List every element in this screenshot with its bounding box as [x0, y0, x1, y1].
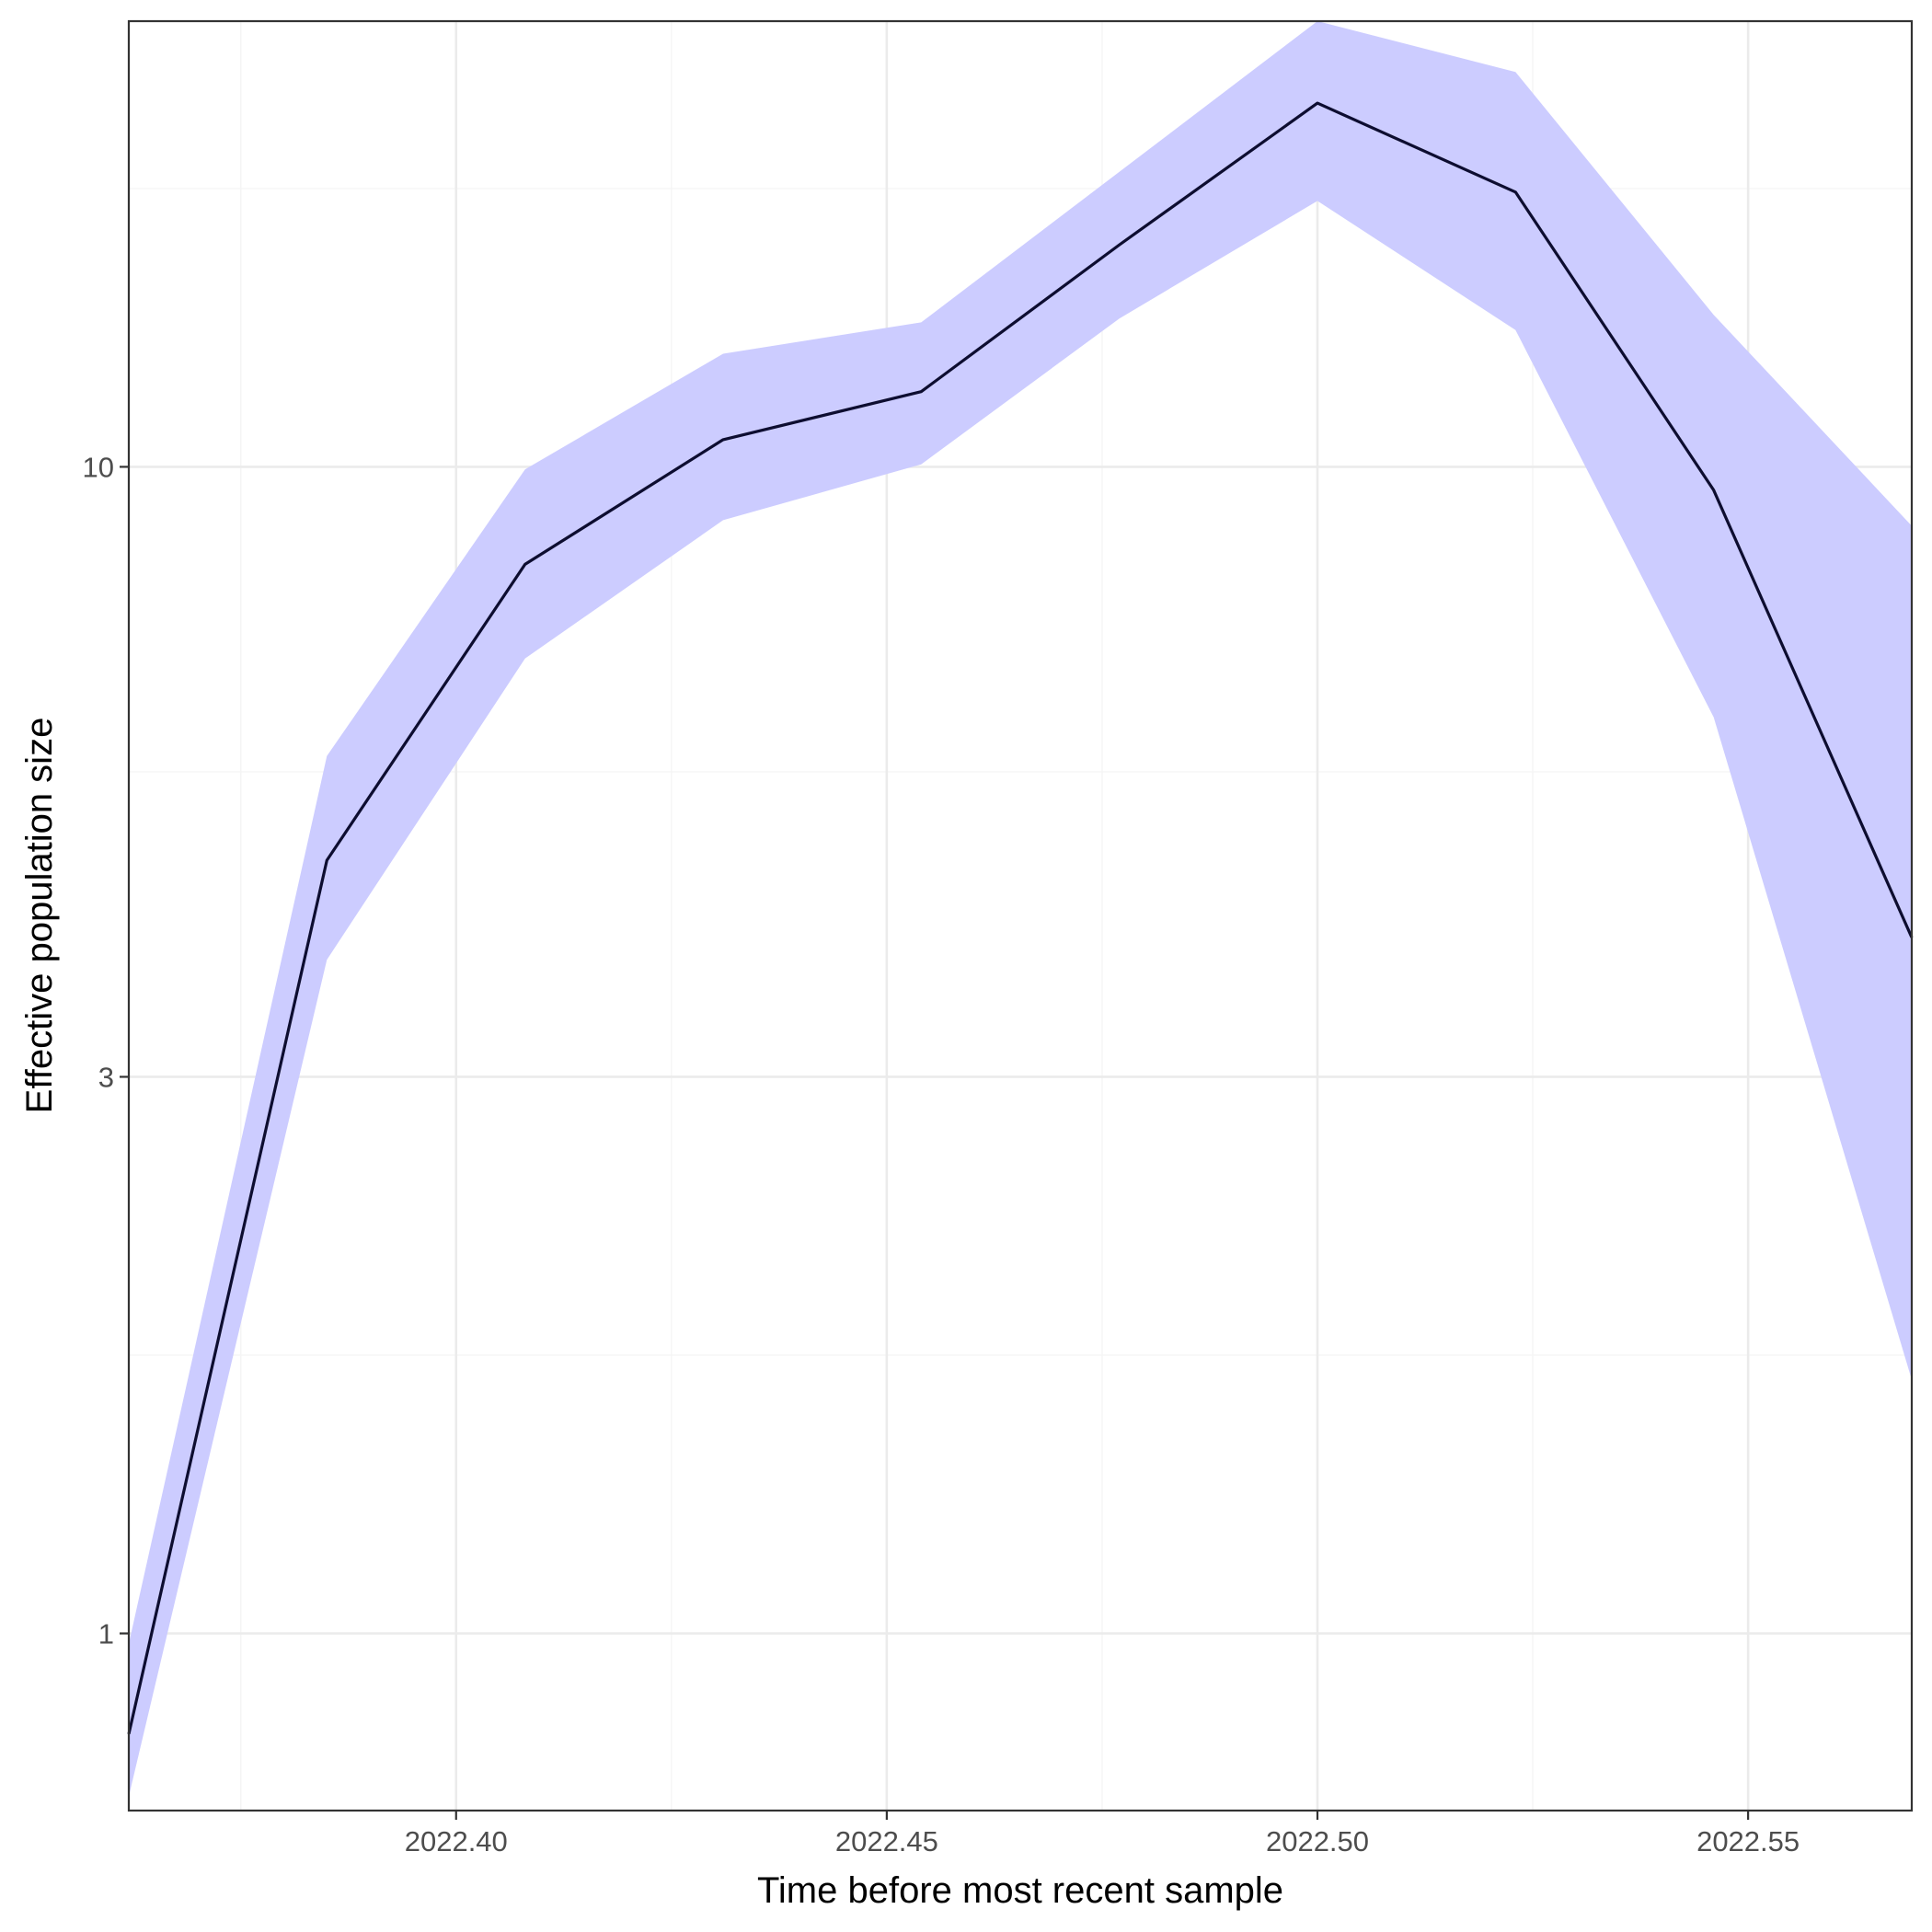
y-axis-title: Effective population size — [19, 718, 60, 1114]
panel-border — [127, 19, 1914, 1812]
x-tick-label: 2022.45 — [835, 1825, 938, 1857]
x-axis: 2022.40 2022.45 2022.50 2022.55 — [405, 1811, 1800, 1857]
y-tick-label: 10 — [83, 451, 114, 483]
major-grid — [129, 21, 1912, 1811]
y-tick-label: 1 — [98, 1617, 114, 1650]
x-tick-label: 2022.40 — [405, 1825, 508, 1857]
x-axis-title: Time before most recent sample — [757, 1870, 1283, 1911]
y-axis: 1 3 10 — [83, 451, 129, 1650]
confidence-ribbon — [129, 21, 1912, 1797]
median-line — [127, 101, 1914, 1735]
series-layer — [127, 21, 1914, 1797]
x-tick-label: 2022.50 — [1266, 1825, 1369, 1857]
y-tick-label: 3 — [98, 1061, 114, 1093]
x-tick-label: 2022.55 — [1696, 1825, 1800, 1857]
